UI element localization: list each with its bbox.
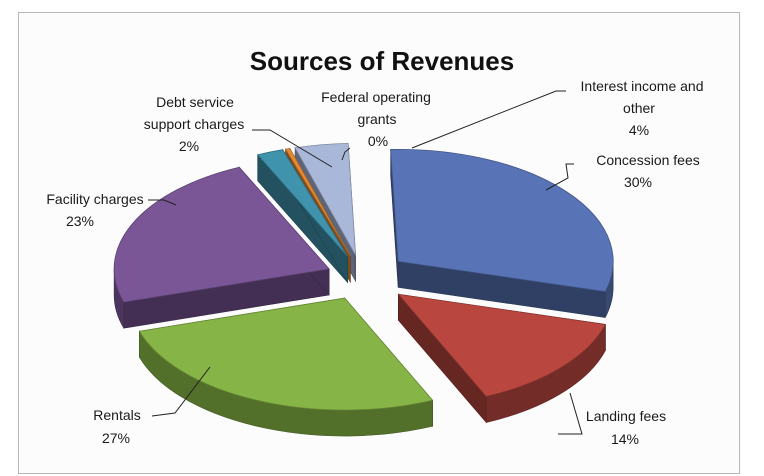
- leader-line: [411, 90, 566, 149]
- data-label-name: Facility charges: [46, 191, 143, 207]
- leader-line: [341, 147, 351, 161]
- leader-line: [558, 392, 583, 435]
- leader-line: [545, 163, 574, 191]
- pie-slice: [138, 297, 434, 437]
- slices-layer: [113, 142, 614, 437]
- chart-title: Sources of Revenues: [250, 46, 514, 76]
- pie-slice: [397, 293, 607, 424]
- data-label-name: support charges: [144, 116, 244, 132]
- data-label-value: 27%: [102, 430, 130, 446]
- data-label-name: Debt service: [156, 94, 234, 110]
- data-label-name: Rentals: [93, 407, 140, 423]
- pie-slice: [113, 166, 330, 330]
- leader-line: [151, 366, 211, 417]
- data-label-value: 23%: [66, 213, 94, 229]
- data-label-name: Landing fees: [586, 408, 666, 424]
- leader-line: [252, 129, 333, 168]
- data-label-value: 30%: [624, 174, 652, 190]
- data-label-name: Interest income and: [581, 78, 704, 94]
- leader-lines: [148, 90, 583, 435]
- data-label-value: 4%: [629, 122, 649, 138]
- data-label-value: 0%: [368, 133, 388, 149]
- data-label-value: 14%: [611, 431, 639, 447]
- pie-slice: [256, 148, 348, 284]
- data-label-name: Federal operating: [321, 89, 431, 105]
- data-label-value: 2%: [179, 138, 199, 154]
- leader-line: [148, 199, 177, 206]
- pie-slice: [390, 148, 614, 318]
- data-label-name: other: [623, 100, 655, 116]
- data-label-name: grants: [358, 111, 397, 127]
- data-label-name: Concession fees: [596, 152, 700, 168]
